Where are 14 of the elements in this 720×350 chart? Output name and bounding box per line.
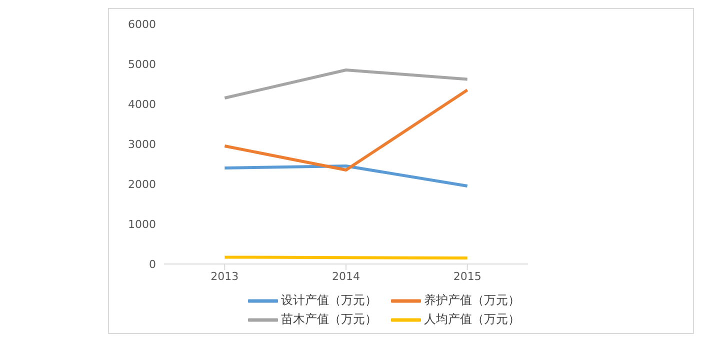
x-tick-label: 2014 (332, 270, 360, 283)
y-tick-label: 4000 (128, 98, 156, 111)
legend-label: 人均产值（万元） (424, 311, 520, 328)
legend-label: 养护产值（万元） (424, 292, 520, 309)
x-tick-label: 2015 (453, 270, 482, 283)
y-tick-label: 3000 (128, 138, 156, 151)
y-tick-label: 6000 (128, 18, 156, 31)
legend-label: 设计产值（万元） (281, 292, 377, 309)
y-tick-label: 1000 (128, 218, 156, 231)
y-tick-label: 5000 (128, 58, 156, 71)
y-tick-label: 0 (149, 258, 156, 271)
y-tick-label: 2000 (128, 178, 156, 191)
legend-label: 苗木产值（万元） (281, 311, 377, 328)
x-tick-label: 2013 (210, 270, 239, 283)
